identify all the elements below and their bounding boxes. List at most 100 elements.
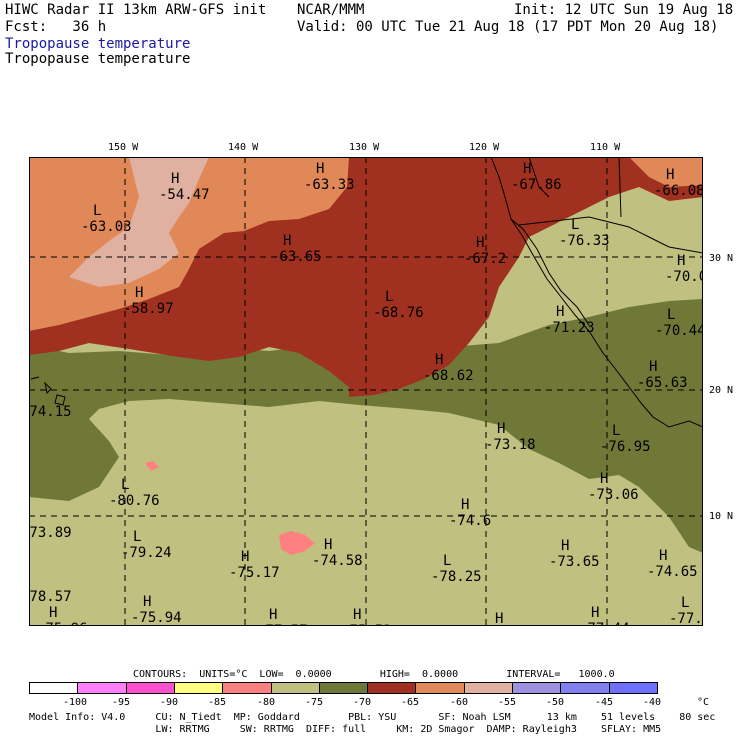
colorbar-tick-label: -70 — [353, 697, 372, 708]
high-marker: H — [171, 171, 179, 187]
high-marker: H — [241, 549, 249, 565]
high-marker: H — [561, 538, 569, 554]
colorbar-cell — [560, 682, 610, 694]
colorbar-tick-label: -75 — [305, 697, 324, 708]
coastline — [490, 157, 703, 428]
high-marker: H — [591, 605, 599, 621]
model-title: HIWC Radar II 13km ARW-GFS init — [5, 2, 267, 18]
extreme-value: -73.65 — [549, 554, 600, 570]
tropopause-temperature-map: H-54.47H-63.33H-67.86H-66.08L-63.03H-63.… — [29, 157, 703, 626]
high-marker: H — [495, 611, 503, 626]
colorbar-tick-label: -95 — [112, 697, 131, 708]
extreme-value: -54.47 — [159, 187, 210, 203]
colorbar-tick-label: -65 — [401, 697, 420, 708]
extreme-value: -79.24 — [121, 545, 172, 561]
high-marker: H — [283, 233, 291, 249]
low-marker: L — [385, 289, 393, 305]
high-marker: H — [316, 161, 324, 177]
colorbar-cell — [29, 682, 78, 694]
colorbar-tick-label: -80 — [257, 697, 276, 708]
lat-label-20n: 20 N — [709, 385, 734, 396]
colorbar-cell — [271, 682, 320, 694]
low-marker: L — [667, 307, 675, 323]
forecast-hour: Fcst: 36 h — [5, 19, 107, 35]
extreme-value: -67.2 — [464, 251, 506, 267]
low-marker: L — [612, 423, 620, 439]
colorbar-cell — [415, 682, 465, 694]
extreme-value: -78.57 — [29, 589, 72, 605]
colorbar-cell — [174, 682, 223, 694]
extreme-value: -65.63 — [637, 375, 688, 391]
high-marker: H — [269, 607, 277, 623]
extreme-value: -58.97 — [123, 301, 174, 317]
extreme-value: -74.65 — [647, 564, 698, 580]
high-marker: H — [497, 421, 505, 437]
field-name-shaded: Tropopause temperature — [5, 36, 191, 52]
extreme-value: -73.06 — [588, 487, 639, 503]
high-marker: H — [135, 285, 143, 301]
extreme-value: -74.15 — [29, 404, 72, 420]
model-physics: LW: RRTMG SW: RRTMG DIFF: full KM: 2D Sm… — [29, 724, 662, 735]
band-minus55-region — [69, 157, 209, 287]
colorbar-cell — [222, 682, 272, 694]
low-marker: L — [133, 529, 141, 545]
extreme-value: -80.76 — [109, 493, 160, 509]
border-line — [518, 216, 703, 254]
extreme-value: -77.44 — [579, 621, 630, 626]
extreme-value: -63.33 — [304, 177, 355, 193]
band-minus60-region — [29, 157, 349, 331]
extreme-value: -68.76 — [373, 305, 424, 321]
high-marker: H — [659, 548, 667, 564]
colorbar-cell — [77, 682, 127, 694]
extreme-value: -78.25 — [431, 569, 482, 585]
colorbar-cell — [512, 682, 561, 694]
band-minus70-region — [29, 299, 703, 553]
high-marker: H — [324, 537, 332, 553]
high-marker: H — [461, 497, 469, 513]
low-marker: L — [443, 553, 451, 569]
extreme-value: -74.58 — [312, 553, 363, 569]
extreme-value: -74.6 — [449, 513, 491, 529]
colorbar-tick-label: -60 — [450, 697, 469, 708]
extreme-value: -63.03 — [81, 219, 132, 235]
extreme-value: -76.33 — [559, 233, 610, 249]
colorbar-tick-label: -90 — [160, 697, 179, 708]
band-minus80-patch-south — [279, 531, 315, 555]
extreme-value: -73.18 — [485, 437, 536, 453]
colorbar-tick-label: -100 — [63, 697, 88, 708]
extreme-value: -68.62 — [423, 368, 474, 384]
map-frame — [29, 157, 703, 626]
hawaii-islands — [30, 376, 66, 406]
extreme-value: -66.08 — [654, 183, 703, 199]
high-marker: H — [649, 359, 657, 375]
org-label: NCAR/MMM — [297, 2, 365, 18]
contours-info: CONTOURS: UNITS=°C LOW= 0.0000 HIGH= 0.0… — [133, 669, 615, 680]
high-marker: H — [476, 235, 484, 251]
colorbar-tick-label: -40 — [643, 697, 662, 708]
lon-label-120w: 120 W — [469, 142, 500, 153]
high-marker: H — [600, 471, 608, 487]
high-marker: H — [49, 605, 57, 621]
colorbar-tick-label: -85 — [208, 697, 227, 708]
extreme-value: -63.65 — [271, 249, 322, 265]
init-time: Init: 12 UTC Sun 19 Aug 18 — [514, 2, 734, 18]
colorbar-tick-label: -55 — [498, 697, 517, 708]
colorbar-cell — [319, 682, 368, 694]
low-marker: L — [121, 477, 129, 493]
extreme-value: -70.44 — [655, 323, 703, 339]
extreme-value: -77.57 — [257, 623, 308, 626]
extreme-value: -76.95 — [600, 439, 651, 455]
extreme-value: -73.89 — [29, 525, 72, 541]
high-marker: H — [523, 161, 531, 177]
lon-label-140w: 140 W — [228, 142, 259, 153]
colorbar-tick-label: -50 — [546, 697, 565, 708]
extreme-value: -75.94 — [131, 610, 182, 626]
lat-label-10n: 10 N — [709, 511, 734, 522]
colorbar-cell — [126, 682, 175, 694]
lon-label-150w: 150 W — [108, 142, 139, 153]
colorbar-tick-label: -45 — [595, 697, 614, 708]
low-marker: L — [571, 217, 579, 233]
high-marker: H — [556, 304, 564, 320]
low-marker: L — [93, 203, 101, 219]
extreme-value: -71.23 — [544, 320, 595, 336]
